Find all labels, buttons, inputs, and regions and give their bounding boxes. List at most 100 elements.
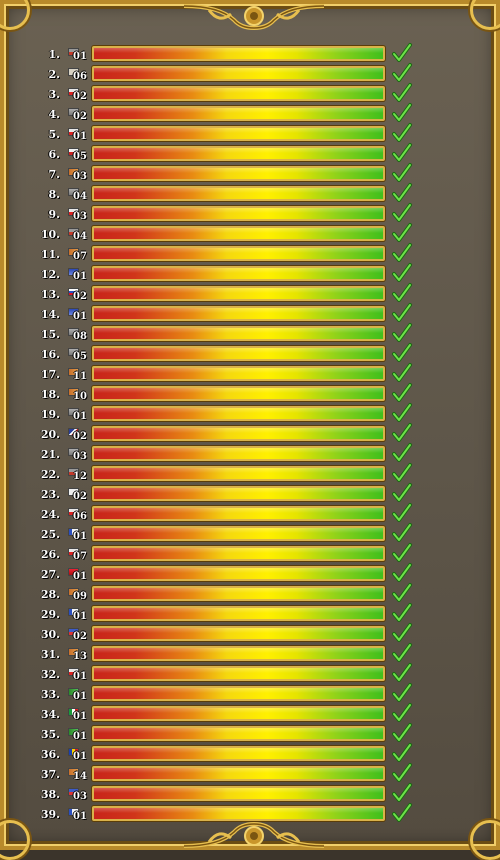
list-item[interactable]: 34. 01 xyxy=(0,703,500,725)
list-item[interactable]: 27. 01 xyxy=(0,563,500,585)
list-item[interactable]: 9. 03 xyxy=(0,203,500,225)
list-item[interactable]: 29. 01 xyxy=(0,603,500,625)
list-item[interactable]: 8. 04 xyxy=(0,183,500,205)
list-item[interactable]: 17. 11 xyxy=(0,363,500,385)
list-item[interactable]: 3. 02 xyxy=(0,83,500,105)
progress-bar xyxy=(92,326,385,341)
list-item[interactable]: 31. 13 xyxy=(0,643,500,665)
checkmark-icon xyxy=(391,622,413,644)
progress-bar xyxy=(92,206,385,221)
flag-gray-icon xyxy=(68,188,79,196)
list-item[interactable]: 5. 01 xyxy=(0,123,500,145)
list-item[interactable]: 19. 01 xyxy=(0,402,500,425)
list-item[interactable]: 24. 06 xyxy=(0,503,500,525)
rank-number: 13. xyxy=(40,288,60,301)
flag-blue-icon xyxy=(68,268,79,276)
progress-bar xyxy=(92,86,385,101)
flag-orange-icon xyxy=(68,648,79,656)
list-item[interactable]: 10. 04 xyxy=(0,223,500,245)
checkmark-icon xyxy=(391,542,413,564)
checkmark-icon xyxy=(391,482,413,504)
progress-fill xyxy=(94,768,383,779)
flag-red-white-icon xyxy=(68,668,79,676)
flag-gray-red-icon xyxy=(68,468,79,476)
rank-number: 2. xyxy=(48,68,60,81)
list-item[interactable]: 11. 07 xyxy=(0,243,500,265)
progress-fill xyxy=(94,188,383,199)
rank-number: 5. xyxy=(48,128,60,141)
list-item[interactable]: 18. 10 xyxy=(0,383,500,405)
level-label: 05 xyxy=(73,351,87,362)
list-item[interactable]: 16. 05 xyxy=(0,343,500,365)
rank-number: 23. xyxy=(40,488,60,501)
flag-white-icon xyxy=(68,488,79,496)
progress-fill xyxy=(94,168,383,179)
level-label: 01 xyxy=(73,711,87,722)
list-item[interactable]: 4. 02 xyxy=(0,103,500,125)
progress-fill xyxy=(94,128,383,139)
list-item[interactable]: 37. 14 xyxy=(0,762,500,785)
level-label: 14 xyxy=(73,771,87,782)
rank-number: 30. xyxy=(40,628,60,641)
flag-romania-icon xyxy=(68,748,79,756)
progress-fill xyxy=(94,388,383,399)
level-label: 01 xyxy=(73,311,87,322)
list-item[interactable]: 14. 01 xyxy=(0,303,500,325)
list-item[interactable]: 7. 03 xyxy=(0,163,500,185)
checkmark-icon xyxy=(391,402,413,424)
list-item[interactable]: 32. 01 xyxy=(0,663,500,685)
checkmark-icon xyxy=(391,422,413,444)
rank-number: 35. xyxy=(40,728,60,741)
list-item[interactable]: 35. 01 xyxy=(0,723,500,745)
list-item[interactable]: 23. 02 xyxy=(0,482,500,505)
rank-number: 26. xyxy=(40,548,60,561)
level-label: 04 xyxy=(73,191,87,202)
list-item[interactable]: 33. 01 xyxy=(0,683,500,705)
progress-bar xyxy=(92,506,385,521)
flag-red-white-icon xyxy=(68,208,79,216)
list-item[interactable]: 38. 03 xyxy=(0,783,500,805)
list-item[interactable]: 21. 03 xyxy=(0,442,500,465)
list-item[interactable]: 25. 01 xyxy=(0,522,500,545)
rank-number: 4. xyxy=(48,108,60,121)
list-item[interactable]: 6. 05 xyxy=(0,143,500,165)
level-label: 13 xyxy=(73,651,87,662)
progress-bar xyxy=(92,66,385,81)
progress-fill xyxy=(94,648,383,659)
level-label: 06 xyxy=(73,511,87,522)
flag-tricolor-icon xyxy=(68,288,79,296)
list-item[interactable]: 15. 08 xyxy=(0,323,500,345)
checkmark-icon xyxy=(391,522,413,544)
list-item[interactable]: 39. 01 xyxy=(0,803,500,825)
checkmark-icon xyxy=(391,442,413,464)
list-item[interactable]: 12. 01 xyxy=(0,263,500,285)
level-label: 07 xyxy=(73,551,87,562)
checkmark-icon xyxy=(391,762,413,784)
progress-bar xyxy=(92,646,385,661)
list-item[interactable]: 1. 01 xyxy=(0,43,500,65)
progress-bar xyxy=(92,466,385,481)
progress-fill xyxy=(94,608,383,619)
progress-fill xyxy=(94,308,383,319)
list-item[interactable]: 30. 02 xyxy=(0,622,500,645)
progress-bar xyxy=(92,706,385,721)
list-item[interactable]: 28. 09 xyxy=(0,582,500,605)
flag-orange-icon xyxy=(68,768,79,776)
list-item[interactable]: 20. 02 xyxy=(0,422,500,445)
flag-red-white-icon xyxy=(68,548,79,556)
progress-fill xyxy=(94,248,383,259)
progress-fill xyxy=(94,108,383,119)
flag-gray-icon xyxy=(68,328,79,336)
list-item[interactable]: 2. 06 xyxy=(0,63,500,85)
list-item[interactable]: 36. 01 xyxy=(0,743,500,765)
rank-number: 38. xyxy=(40,788,60,801)
rank-number: 11. xyxy=(40,248,60,261)
progress-bar xyxy=(92,46,385,61)
corner-ornament-icon xyxy=(0,820,30,860)
list-item[interactable]: 13. 02 xyxy=(0,283,500,305)
progress-bar xyxy=(92,286,385,301)
list-item[interactable]: 26. 07 xyxy=(0,542,500,565)
checkmark-icon xyxy=(391,582,413,604)
rank-number: 1. xyxy=(48,48,60,61)
list-item[interactable]: 22. 12 xyxy=(0,463,500,485)
